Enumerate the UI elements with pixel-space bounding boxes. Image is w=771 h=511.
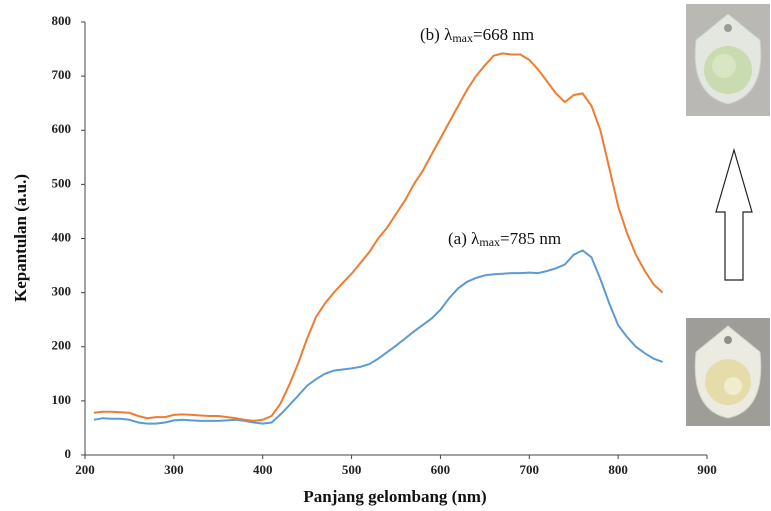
x-tick-label: 500 — [342, 462, 362, 477]
annotation-text: =668 nm — [473, 25, 534, 44]
x-tick-label: 900 — [697, 462, 717, 477]
y-tick-label: 800 — [52, 13, 72, 28]
cuvette-bottom — [686, 318, 770, 426]
y-tick-label: 600 — [52, 121, 72, 136]
cuvette-top — [686, 4, 770, 116]
x-axis-title: Panjang gelombang (nm) — [303, 487, 486, 506]
series-line — [93, 52, 664, 422]
y-axis-title: Kepantulan (a.u.) — [11, 174, 30, 302]
y-tick-label: 100 — [52, 392, 72, 407]
annotation: (b) λmax=668 nm — [420, 25, 534, 45]
annotation-text: =785 nm — [500, 229, 561, 248]
annotation-text: (a) λ — [448, 229, 480, 248]
annotation: (a) λmax=785 nm — [448, 229, 561, 249]
annotation-text: (b) λ — [420, 25, 453, 44]
y-tick-label: 500 — [52, 175, 72, 190]
y-tick-label: 0 — [65, 446, 72, 461]
x-tick-label: 400 — [253, 462, 273, 477]
y-tick-label: 400 — [52, 229, 72, 244]
y-tick-label: 200 — [52, 338, 72, 353]
y-tick-label: 700 — [52, 67, 72, 82]
annotation-subscript: max — [452, 31, 473, 45]
arrow — [715, 147, 753, 281]
x-tick-label: 600 — [431, 462, 451, 477]
series-line — [93, 249, 663, 425]
x-tick-label: 200 — [75, 462, 95, 477]
y-tick-label: 300 — [52, 284, 72, 299]
annotation-subscript: max — [479, 235, 500, 249]
x-tick-label: 300 — [164, 462, 184, 477]
x-tick-label: 800 — [608, 462, 628, 477]
x-tick-label: 700 — [520, 462, 540, 477]
